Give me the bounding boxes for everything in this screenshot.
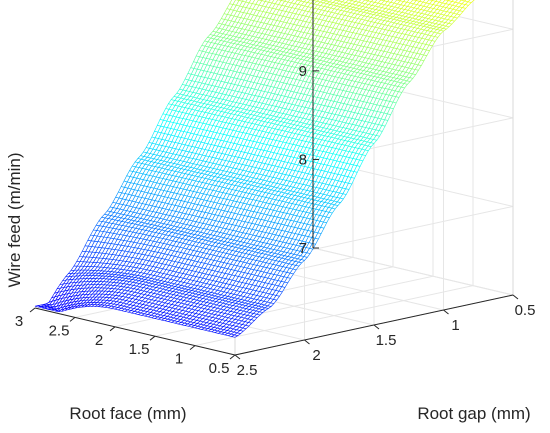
surface-mesh (34, 0, 475, 338)
